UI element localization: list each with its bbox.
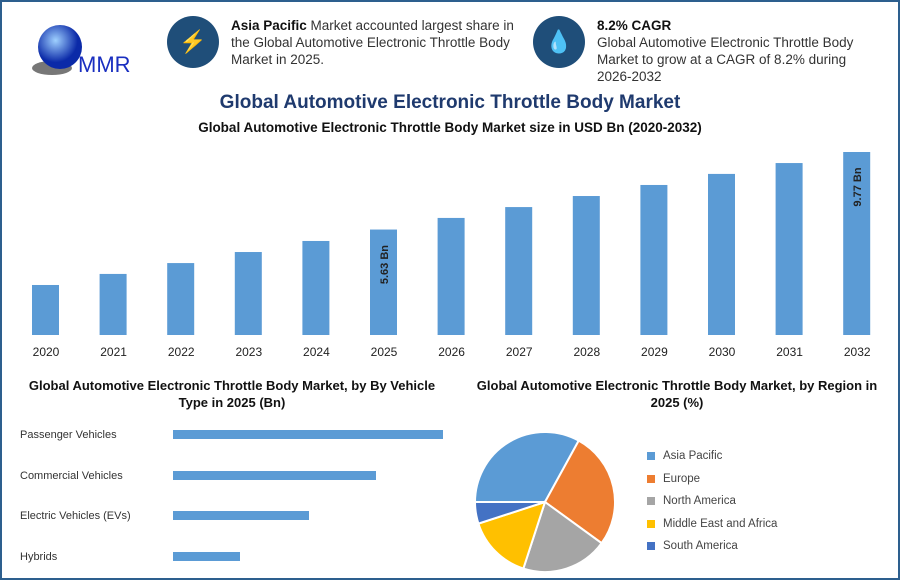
slice-north-america [522,500,604,573]
region-pie-chart [473,431,616,573]
highlight-cagr-bold: 8.2% CAGR [597,18,672,33]
legend-label: South America [663,540,738,552]
hbar-commercial-vehicles [173,470,376,480]
x-tick-label: 2022 [168,345,195,359]
x-tick-label: 2030 [709,345,736,359]
data-label-2032: 9.77 Bn [852,167,864,206]
x-tick-label: 2024 [303,345,330,359]
highlight-region-bold: Asia Pacific [231,18,307,33]
x-tick-label: 2032 [844,345,871,359]
hbar-hybrids [173,551,241,561]
x-tick-label: 2025 [371,345,398,359]
highlight-region-text: Market accounted largest share in the Gl… [231,18,514,67]
mmr-logo: MMR [30,20,140,80]
x-tick-label: 2026 [438,345,465,359]
region-chart-title: Global Automotive Electronic Throttle Bo… [476,378,878,410]
hbar-electric-vehicles-evs- [173,511,309,520]
market-size-bar-chart: 2020 2021 2022 2023 2024 2025 5.63 Bn 2026 2027 2… [32,152,871,359]
legend-item: Middle East and Africa [647,518,777,530]
bar-2030 [708,173,735,335]
legend-label: Europe [663,472,701,485]
x-tick-label: 2028 [573,345,600,359]
bar-2024 [302,240,330,335]
bar-2026 [437,217,465,335]
legend-label: Asia Pacific [663,450,723,462]
logo-text: MMR [78,52,131,77]
bar-2027 [505,207,533,335]
bar-2022 [167,263,195,335]
legend-swatch [647,452,655,460]
bar-2023 [234,252,262,335]
bar-2020 [32,284,59,335]
slice-europe [543,439,616,545]
bar-2032 [843,152,871,335]
lightning-icon: ⚡ [167,16,219,68]
legend-swatch [647,497,655,505]
bar-2029 [640,184,668,335]
x-tick-label: 2027 [506,345,533,359]
page-title: Global Automotive Electronic Throttle Bo… [219,92,681,113]
category-label: Commercial Vehicles [20,469,123,482]
legend-item: South America [647,540,738,552]
x-tick-label: 2023 [235,345,262,359]
bar-chart-title: Global Automotive Electronic Throttle Bo… [198,120,702,135]
data-label-2025: 5.63 Bn [379,245,391,284]
bar-2021 [99,273,127,335]
x-tick-label: 2021 [100,345,127,359]
highlight-region: Asia Pacific Market accounted largest sh… [231,17,521,68]
vehicle-type-chart-title: Global Automotive Electronic Throttle Bo… [28,378,436,410]
bar-2028 [572,196,600,335]
highlight-cagr-text: Global Automotive Electronic Throttle Bo… [597,35,854,84]
legend-item: Europe [647,473,700,485]
x-tick-label: 2029 [641,345,668,359]
legend-item: North America [647,495,736,507]
slice-south-america [473,501,546,525]
slice-asia-pacific [473,431,581,503]
legend-label: Middle East and Africa [663,517,778,530]
legend-item: Asia Pacific [647,450,722,462]
legend-swatch [647,474,655,483]
legend-swatch [647,542,655,550]
legend-swatch [647,519,655,528]
x-tick-label: 2020 [33,345,60,359]
category-label: Passenger Vehicles [20,429,117,441]
x-tick-label: 2031 [776,345,803,359]
category-label: Hybrids [20,550,58,563]
category-label: Electric Vehicles (EVs) [20,510,131,522]
legend-label: North America [663,495,736,507]
hbar-passenger-vehicles [173,430,443,439]
highlight-cagr: 8.2% CAGR Global Automotive Electronic T… [597,17,877,85]
flame-drop-icon: 💧 [533,16,585,68]
bar-2025 [370,229,397,335]
bar-2031 [775,163,803,335]
